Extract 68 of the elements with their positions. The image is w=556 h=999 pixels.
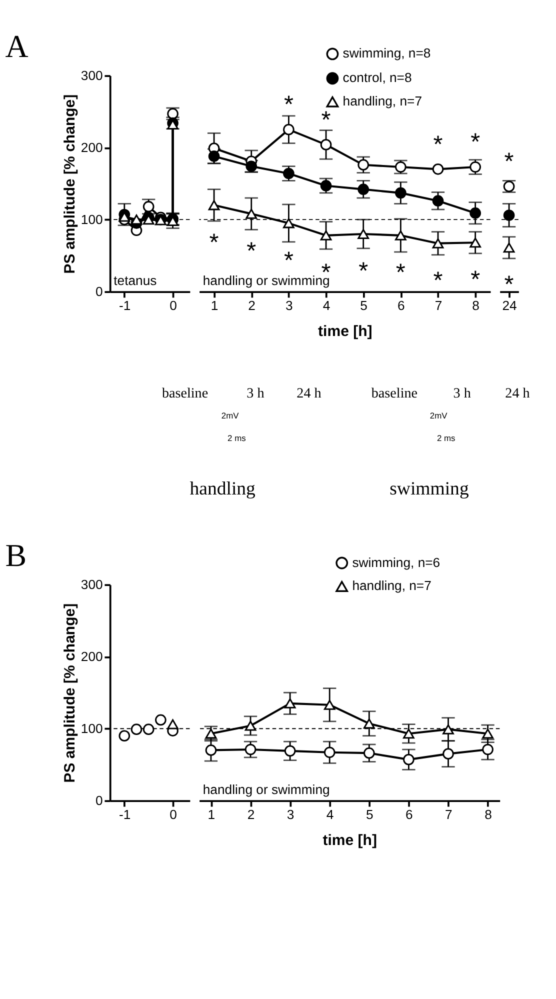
y-tick-label: 300 [80, 576, 103, 592]
text: 2mV [430, 410, 448, 420]
y-axis-title: PS amplitude [% change] [61, 603, 78, 783]
text: swimming [390, 478, 470, 500]
x-tick-label: 3 [286, 806, 294, 822]
x-tick-label: 4 [326, 806, 334, 822]
annotation: * [358, 258, 369, 286]
y-tick-label: 200 [80, 648, 103, 664]
y-tick-label: 100 [80, 212, 103, 227]
annotation: * [246, 238, 257, 265]
x-tick-label: 7 [434, 298, 442, 313]
x-tick-label: 0 [170, 806, 177, 822]
annotation: * [396, 259, 406, 286]
legend-label: swimming, n=6 [352, 554, 440, 570]
x-tick-label: 6 [397, 298, 405, 313]
x-tick-label: 2 [248, 298, 256, 313]
text: 2mV [221, 410, 240, 420]
text: 24 h [505, 386, 530, 402]
x-tick-label: 4 [322, 298, 330, 313]
x-tick-label: 1 [208, 806, 216, 822]
y-tick-label: 0 [96, 792, 103, 808]
annotation: * [284, 247, 294, 274]
x-tick-label: 8 [472, 298, 480, 313]
x-tick-label: -1 [119, 806, 131, 822]
x-tick-label: 2 [247, 806, 255, 822]
annotation: handling or swimming [202, 273, 330, 288]
x-axis-title: time [h] [318, 323, 372, 340]
annotation: * [209, 229, 220, 256]
y-tick-label: 0 [96, 284, 103, 299]
text: 2 ms [436, 432, 456, 443]
y-tick-label: 300 [80, 68, 103, 83]
annotation: * [433, 267, 444, 294]
x-tick-label: 1 [210, 298, 218, 313]
y-tick-label: 200 [80, 140, 103, 155]
legend-label: handling, n=7 [342, 94, 422, 109]
x-tick-label: 6 [406, 806, 413, 822]
x-tick-label: 0 [170, 298, 177, 313]
text: baseline [162, 386, 208, 402]
x-tick-label: -1 [119, 298, 131, 313]
annotation: tetanus [114, 273, 158, 288]
annotation: * [504, 148, 514, 176]
chart-title: B [5, 538, 27, 573]
x-tick-label: 5 [360, 298, 368, 313]
text: handling [190, 478, 256, 500]
text: 3 h [453, 386, 471, 402]
annotation: * [321, 106, 332, 134]
annotation: * [504, 272, 514, 299]
x-tick-label: 3 [286, 298, 293, 313]
x-tick-label: 5 [366, 806, 374, 822]
text: 24 h [296, 386, 322, 402]
chart-title: A [5, 28, 28, 64]
x-tick-label: 8 [484, 806, 492, 822]
annotation: * [470, 129, 481, 156]
x-tick-label: 7 [445, 806, 452, 822]
text: 3 h [246, 386, 264, 402]
legend-label: swimming, n=8 [342, 46, 431, 61]
annotation: * [284, 92, 294, 119]
text: baseline [371, 386, 418, 402]
y-tick-label: 100 [80, 720, 103, 736]
x-axis-title: time [h] [322, 832, 377, 850]
text: 2 ms [228, 432, 246, 443]
annotation: handling or swimming [202, 782, 330, 798]
annotation: * [470, 266, 481, 294]
y-axis-title: PS amplitude [% change] [61, 94, 78, 274]
legend-label: control, n=8 [342, 70, 412, 86]
legend-label: handling, n=7 [352, 578, 432, 594]
annotation: * [433, 131, 444, 158]
x-tick-label: 24 [502, 298, 517, 313]
